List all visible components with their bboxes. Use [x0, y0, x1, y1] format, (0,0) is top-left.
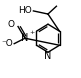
- Text: N: N: [44, 51, 52, 61]
- Text: ⁻O: ⁻O: [2, 39, 13, 48]
- Text: +: +: [30, 30, 35, 35]
- Text: HO: HO: [18, 6, 32, 15]
- Text: N: N: [21, 33, 29, 43]
- Text: O: O: [8, 20, 15, 29]
